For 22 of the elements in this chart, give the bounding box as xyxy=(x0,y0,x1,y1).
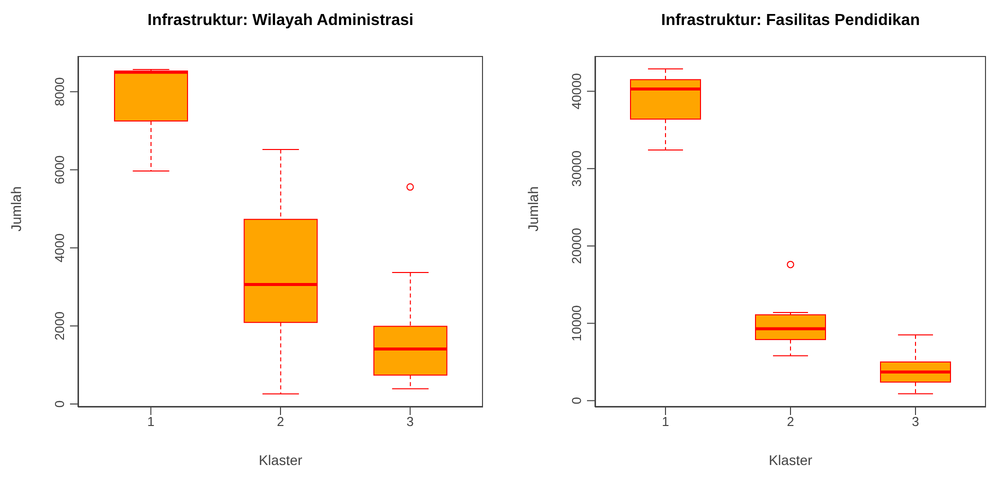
y-axis-title: Jumlah xyxy=(524,186,541,232)
y-axis-title: Jumlah xyxy=(8,186,24,232)
y-tick-label: 4000 xyxy=(52,233,67,262)
x-tick-label: 3 xyxy=(912,414,920,430)
x-axis-title: Klaster xyxy=(258,452,303,468)
x-tick-label: 2 xyxy=(276,414,284,430)
y-tick-label: 40000 xyxy=(569,73,584,110)
y-tick-label: 6000 xyxy=(52,155,67,184)
y-tick-label: 20000 xyxy=(569,228,584,264)
chart-title: Infrastruktur: Wilayah Administrasi xyxy=(146,12,414,30)
y-tick-label: 8000 xyxy=(52,77,67,106)
y-tick-label: 0 xyxy=(52,400,67,408)
x-tick-label: 2 xyxy=(786,414,794,430)
x-axis-title: Klaster xyxy=(768,452,813,468)
y-tick-label: 0 xyxy=(569,397,584,404)
x-tick-label: 1 xyxy=(662,414,670,430)
y-tick-label: 10000 xyxy=(569,305,584,342)
x-tick-label: 1 xyxy=(147,414,154,430)
y-tick-label: 30000 xyxy=(569,150,584,187)
x-tick-label: 3 xyxy=(406,414,414,430)
y-tick-label: 2000 xyxy=(52,311,67,340)
chart-title: Infrastruktur: Fasilitas Pendidikan xyxy=(660,12,921,30)
